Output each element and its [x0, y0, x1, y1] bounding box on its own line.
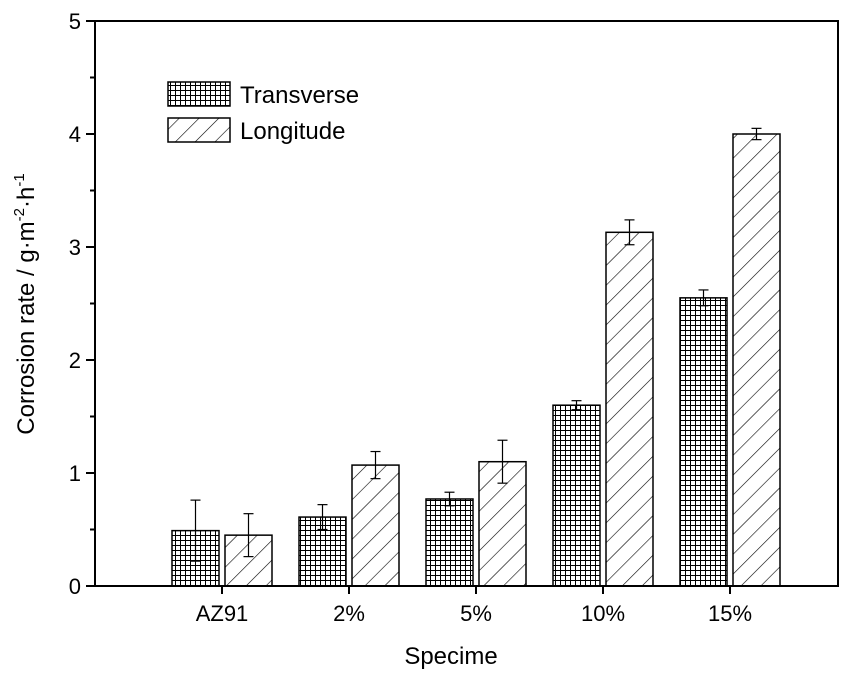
legend: Transverse Longitude — [167, 81, 359, 145]
y-axis-title-main: Corrosion rate / g·m — [13, 221, 40, 434]
x-axis-title: Specime — [404, 643, 497, 670]
bar-transverse-10pct — [552, 404, 601, 587]
bar-transverse-5pct — [425, 498, 474, 587]
x-tick-label: 2% — [333, 601, 365, 626]
y-tick-label: 5 — [69, 9, 81, 34]
legend-label-transverse: Transverse — [240, 82, 359, 109]
x-tick-label: 5% — [460, 601, 492, 626]
x-tick-label: 10% — [581, 601, 625, 626]
y-tick-label: 3 — [69, 235, 81, 260]
legend-swatch-longitude — [167, 117, 231, 143]
y-axis-title-sup-h: -1 — [11, 173, 28, 186]
y-axis-title-sup-m: -2 — [11, 208, 28, 221]
legend-label-longitude: Longitude — [240, 118, 345, 145]
x-tick-label: 15% — [708, 601, 752, 626]
legend-swatch-transverse — [167, 81, 231, 107]
bar-longitude-2pct — [351, 464, 400, 587]
y-tick-label: 4 — [69, 122, 81, 147]
error-bars-layer — [190, 127, 762, 562]
y-tick-label: 2 — [69, 348, 81, 373]
y-axis-title: Corrosion rate / g·m-2·h-1 — [11, 173, 40, 434]
x-tick-label: AZ91 — [196, 601, 249, 626]
y-axis: 0 1 2 3 4 5 — [69, 9, 95, 599]
bar-transverse-15pct — [679, 297, 728, 587]
bar-longitude-15pct — [732, 133, 781, 587]
bars-layer — [171, 133, 781, 587]
x-axis: AZ91 2% 5% 10% 15% — [196, 586, 752, 626]
bar-longitude-10pct — [605, 231, 654, 587]
bar-longitude-5pct — [478, 460, 527, 587]
y-tick-label: 0 — [69, 574, 81, 599]
y-axis-title-mid: ·h — [13, 187, 40, 208]
y-tick-label: 1 — [69, 461, 81, 486]
